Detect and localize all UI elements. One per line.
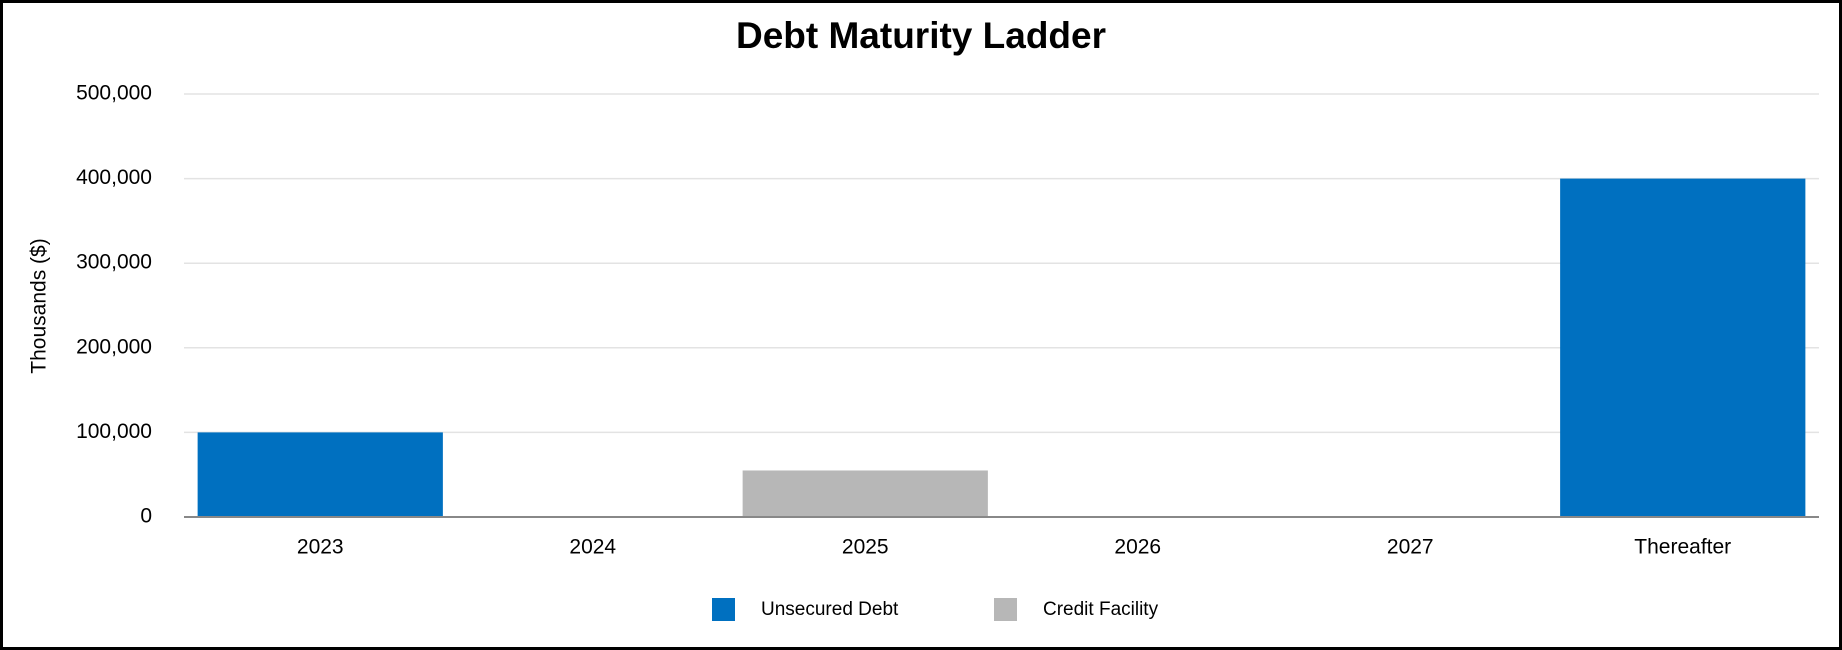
legend-label: Unsecured Debt	[761, 599, 899, 620]
y-axis-label: Thousands ($)	[28, 238, 51, 373]
bar	[742, 470, 988, 517]
y-tick-label: 400,000	[76, 166, 152, 189]
x-tick-label: 2024	[569, 536, 616, 559]
legend-swatch	[994, 598, 1017, 621]
chart-title: Debt Maturity Ladder	[736, 15, 1106, 56]
bar	[1560, 178, 1806, 517]
legend-label: Credit Facility	[1043, 599, 1159, 620]
x-tick-label: 2025	[842, 536, 889, 559]
x-tick-label: 2023	[297, 536, 344, 559]
y-tick-label: 500,000	[76, 82, 152, 105]
x-tick-label: 2027	[1387, 536, 1434, 559]
x-tick-label: 2026	[1114, 536, 1161, 559]
y-tick-label: 200,000	[76, 335, 152, 358]
bar	[197, 432, 443, 517]
y-tick-label: 300,000	[76, 251, 152, 274]
legend-swatch	[712, 598, 735, 621]
y-tick-label: 100,000	[76, 420, 152, 443]
x-tick-label: Thereafter	[1634, 536, 1731, 559]
y-tick-label: 0	[140, 505, 152, 528]
